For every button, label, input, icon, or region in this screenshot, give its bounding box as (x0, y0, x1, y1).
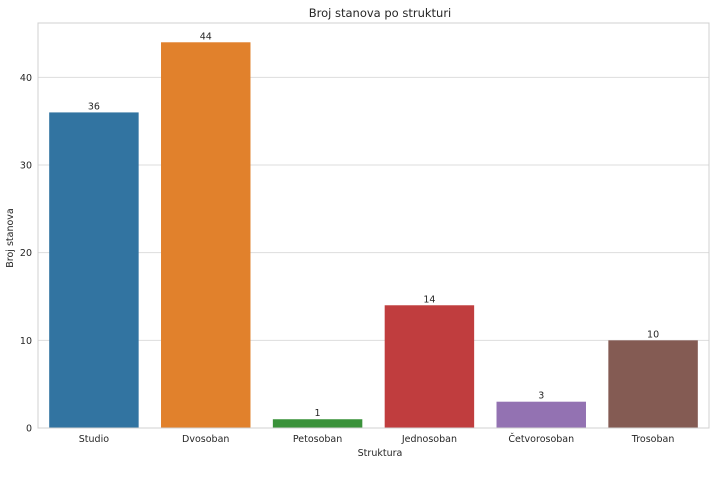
data-label: 1 (315, 408, 321, 419)
bar (49, 112, 139, 428)
data-label: 14 (423, 294, 435, 305)
chart-title: Broj stanova po strukturi (309, 6, 452, 20)
data-label: 36 (88, 101, 100, 112)
bar (608, 340, 698, 428)
data-label: 3 (538, 391, 544, 402)
data-labels: 36 44 1 14 3 10 (88, 31, 659, 419)
x-tick-label: Jednosoban (401, 434, 457, 445)
bar (161, 42, 251, 429)
data-label: 44 (200, 31, 212, 42)
bar (384, 305, 475, 428)
x-tick-label: Studio (79, 434, 109, 445)
x-axis-label: Struktura (358, 448, 403, 459)
data-label: 10 (647, 329, 659, 340)
y-tick-label: 0 (26, 424, 32, 435)
bar (272, 419, 363, 428)
x-tick-label: Dvosoban (182, 434, 229, 445)
y-axis-label: Broj stanova (5, 208, 16, 267)
y-tick-label: 40 (20, 73, 32, 84)
bars (49, 42, 698, 429)
plot-border (37, 22, 710, 429)
y-tick-labels: 0 10 20 30 40 (20, 73, 32, 435)
y-tick-label: 20 (20, 248, 32, 259)
bar (496, 401, 586, 428)
y-tick-label: 10 (20, 336, 32, 347)
y-tick-label: 30 (20, 161, 32, 172)
x-tick-label: Trosoban (631, 434, 675, 445)
x-tick-labels: Studio Dvosoban Petosoban Jednosoban Četvoro… (79, 433, 675, 445)
x-tick-label: Četvorosoban (508, 433, 574, 445)
plot-frame (37, 22, 710, 429)
x-tick-label: Petosoban (293, 434, 342, 445)
